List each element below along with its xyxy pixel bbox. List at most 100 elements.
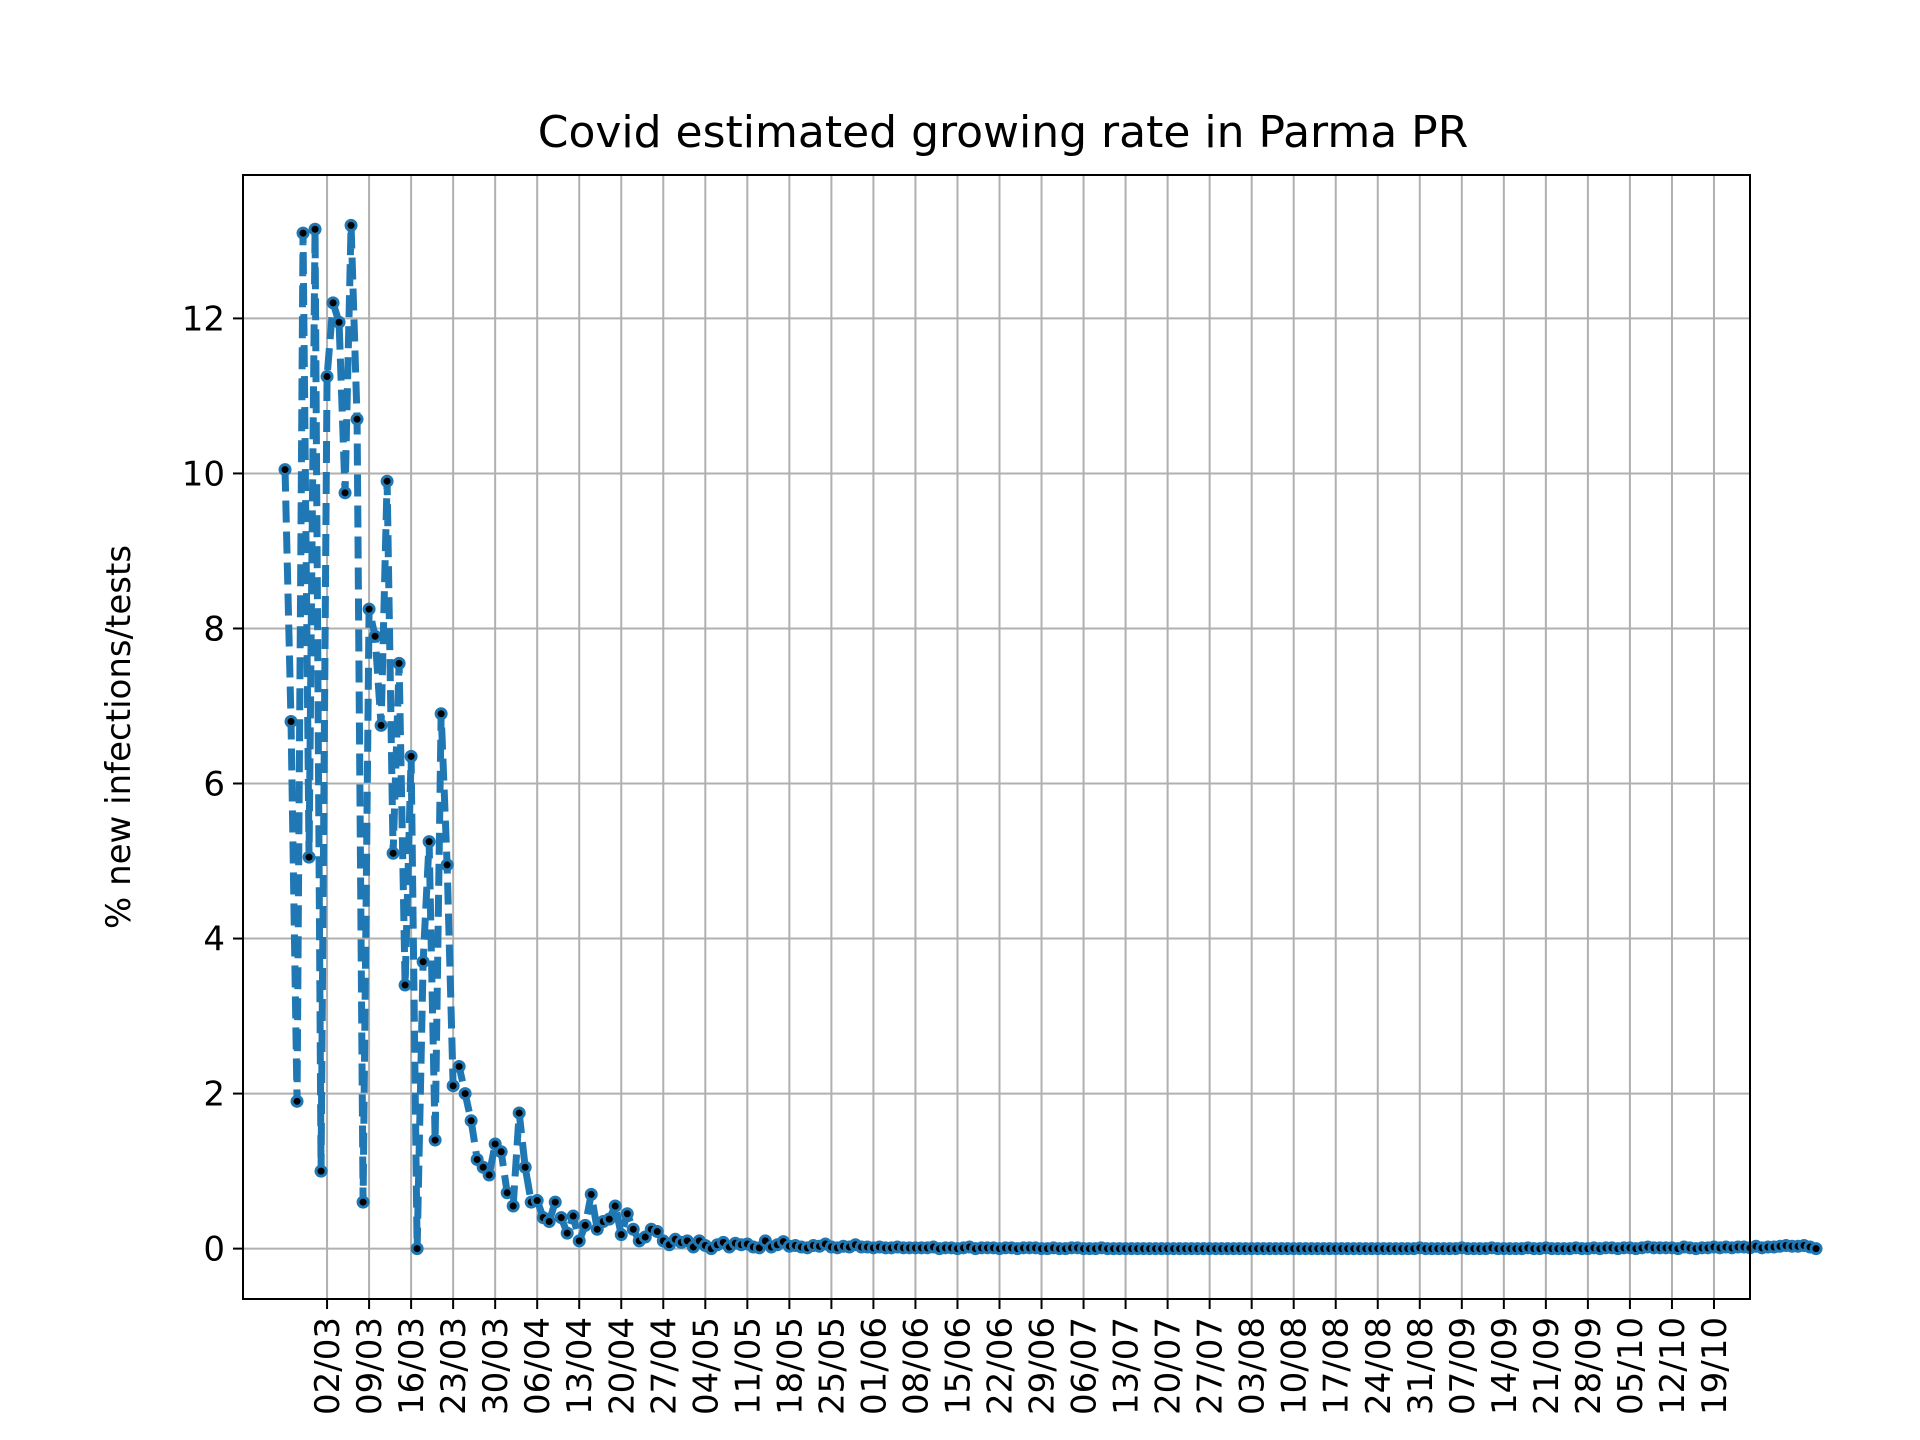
x-tick-label: 10/08 xyxy=(1275,1317,1315,1415)
data-point xyxy=(344,218,358,232)
data-point xyxy=(578,1218,592,1232)
data-point xyxy=(1809,1242,1823,1256)
plot-frame xyxy=(242,174,1751,1300)
data-point xyxy=(494,1145,508,1159)
data-point xyxy=(614,1228,628,1242)
data-point xyxy=(446,1079,460,1093)
data-point xyxy=(554,1211,568,1225)
x-tick-label: 29/06 xyxy=(1023,1317,1063,1415)
data-point xyxy=(380,474,394,488)
data-point xyxy=(548,1195,562,1209)
data-point xyxy=(362,602,376,616)
data-point xyxy=(302,850,316,864)
y-tick-label: 2 xyxy=(203,1075,225,1115)
x-tick-label: 19/10 xyxy=(1695,1317,1735,1415)
data-point xyxy=(542,1214,556,1228)
x-axis: 02/03 09/03 16/03 23/03 30/03 06/04 13/04 20/04… xyxy=(308,1299,1735,1415)
x-tick-label: 23/03 xyxy=(434,1317,474,1415)
data-markers xyxy=(278,218,1823,1256)
data-point xyxy=(332,315,346,329)
data-point xyxy=(350,412,364,426)
data-point xyxy=(566,1209,580,1223)
y-tick-label: 4 xyxy=(203,920,225,960)
x-tick-label: 05/10 xyxy=(1611,1317,1651,1415)
data-point xyxy=(416,955,430,969)
data-point xyxy=(620,1207,634,1221)
data-point xyxy=(608,1199,622,1213)
data-point xyxy=(308,222,322,236)
x-tick-label: 11/05 xyxy=(728,1317,768,1415)
data-point xyxy=(452,1059,466,1073)
data-point xyxy=(398,978,412,992)
data-point xyxy=(392,656,406,670)
data-point xyxy=(320,370,334,384)
x-tick-label: 14/09 xyxy=(1485,1317,1525,1415)
x-tick-label: 24/08 xyxy=(1359,1317,1399,1415)
data-point xyxy=(440,858,454,872)
y-tick-label: 12 xyxy=(182,299,225,339)
data-point xyxy=(482,1168,496,1182)
x-tick-label: 18/05 xyxy=(770,1317,810,1415)
grid xyxy=(243,175,1750,1299)
data-point xyxy=(572,1234,586,1248)
data-point xyxy=(284,715,298,728)
data-point xyxy=(386,846,400,860)
y-tick-label: 8 xyxy=(203,609,225,649)
data-point xyxy=(428,1133,442,1147)
data-point xyxy=(326,296,340,310)
x-tick-label: 21/09 xyxy=(1527,1317,1567,1415)
x-tick-label: 06/07 xyxy=(1065,1317,1105,1415)
data-point xyxy=(584,1187,598,1201)
data-point xyxy=(602,1212,616,1226)
data-point xyxy=(314,1164,328,1178)
y-tick-label: 0 xyxy=(203,1230,225,1270)
x-tick-label: 15/06 xyxy=(938,1317,978,1415)
y-axis-label: % new infections/tests xyxy=(99,545,139,929)
x-tick-label: 31/08 xyxy=(1401,1317,1441,1415)
x-tick-label: 03/08 xyxy=(1233,1317,1273,1415)
data-point xyxy=(458,1087,472,1101)
x-tick-label: 30/03 xyxy=(476,1317,516,1415)
x-tick-label: 28/09 xyxy=(1569,1317,1609,1415)
data-point xyxy=(404,749,418,763)
series-path xyxy=(281,221,1817,1253)
x-tick-label: 07/09 xyxy=(1443,1317,1483,1415)
data-point xyxy=(338,486,352,500)
data-point xyxy=(500,1186,514,1200)
x-tick-label: 16/03 xyxy=(392,1317,432,1415)
data-point xyxy=(278,463,292,477)
data-point xyxy=(422,835,436,849)
y-axis: 0 2 4 6 8 10 12 xyxy=(182,299,243,1270)
data-point xyxy=(506,1199,520,1213)
y-tick-label: 6 xyxy=(203,765,225,805)
data-point xyxy=(518,1160,532,1174)
series-line xyxy=(281,221,1817,1253)
data-point xyxy=(650,1225,664,1239)
x-tick-label: 08/06 xyxy=(896,1317,936,1415)
x-tick-label: 12/10 xyxy=(1653,1317,1693,1415)
x-tick-label: 04/05 xyxy=(686,1317,726,1415)
x-tick-label: 02/03 xyxy=(308,1317,348,1415)
x-tick-label: 25/05 xyxy=(812,1317,852,1415)
data-point xyxy=(374,718,388,732)
data-point xyxy=(512,1106,526,1120)
data-point xyxy=(560,1226,574,1240)
data-point xyxy=(626,1222,640,1236)
x-tick-label: 09/03 xyxy=(350,1317,390,1415)
data-point xyxy=(530,1194,544,1208)
chart-title: Covid estimated growing rate in Parma PR xyxy=(538,107,1469,158)
data-point xyxy=(368,629,382,643)
data-point xyxy=(296,226,310,240)
x-tick-label: 06/04 xyxy=(518,1317,558,1415)
data-point xyxy=(356,1195,370,1209)
x-tick-label: 13/04 xyxy=(560,1317,600,1415)
data-point xyxy=(434,707,448,721)
y-tick-label: 10 xyxy=(182,454,225,494)
x-tick-label: 22/06 xyxy=(981,1317,1021,1415)
x-tick-label: 20/07 xyxy=(1149,1317,1189,1415)
x-tick-label: 27/04 xyxy=(644,1317,684,1415)
data-point xyxy=(290,1094,304,1108)
x-tick-label: 13/07 xyxy=(1107,1317,1147,1415)
x-tick-label: 17/08 xyxy=(1317,1317,1357,1415)
